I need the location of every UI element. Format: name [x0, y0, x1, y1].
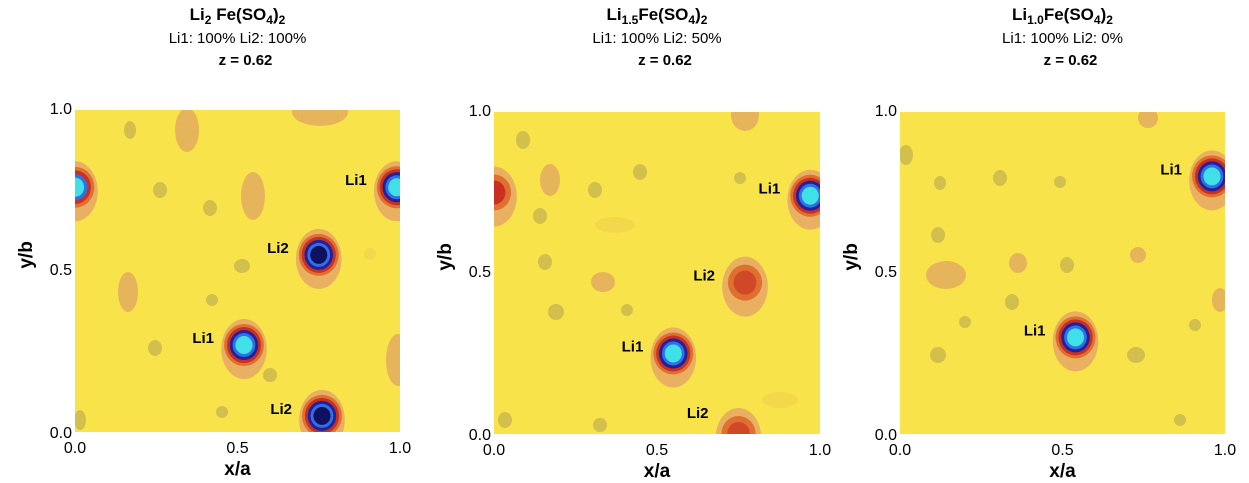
- site-label: Li2: [270, 401, 292, 418]
- y-axis-label: y/b: [16, 241, 37, 268]
- title-subscript: 2: [205, 13, 212, 27]
- x-axis-label: x/a: [1049, 461, 1076, 482]
- x-tick-label: 0.0: [64, 440, 86, 457]
- x-axis-label: x/a: [644, 461, 671, 482]
- title-text: Fe(SO: [638, 5, 688, 24]
- site-contour: [235, 336, 253, 355]
- title-subscript: 2: [1106, 13, 1113, 27]
- site-label: Li1: [192, 330, 214, 347]
- panel-subtitle: Li1: 100% Li2: 0%: [1002, 30, 1123, 47]
- y-tick-label: 1.0: [469, 103, 491, 120]
- x-tick-label: 1.0: [809, 442, 831, 459]
- title-text: ): [273, 5, 279, 24]
- y-tick-label: 1.0: [50, 101, 72, 118]
- site-contour: [733, 270, 757, 295]
- title-subscript: 1.5: [622, 13, 639, 27]
- panel: [494, 112, 820, 434]
- title-text: Li: [190, 5, 205, 24]
- x-axis-label: x/a: [224, 459, 251, 480]
- background-contours: [498, 112, 798, 432]
- title-subscript: 4: [266, 13, 273, 27]
- site-contour: [313, 406, 331, 425]
- background-contours: [75, 110, 400, 430]
- title-subscript: 2: [279, 13, 286, 27]
- x-tick-label: 1.0: [389, 440, 411, 457]
- site-contour: [388, 178, 400, 197]
- panel-annotation: z = 0.62: [638, 52, 692, 69]
- panel-title: Li2 Fe(SO4)2: [190, 5, 286, 27]
- panel-annotation: z = 0.62: [1044, 52, 1098, 69]
- y-tick-label: 0.0: [469, 427, 491, 444]
- site-contour: [664, 344, 682, 363]
- title-text: ): [695, 5, 701, 24]
- x-tick-label: 0.0: [483, 442, 505, 459]
- site-label: Li2: [693, 268, 715, 285]
- y-tick-label: 0.5: [50, 262, 72, 279]
- title-subscript: 1.0: [1027, 13, 1044, 27]
- y-tick-label: 1.0: [875, 103, 897, 120]
- y-axis-label: y/b: [841, 243, 862, 270]
- site-label: Li2: [267, 240, 289, 257]
- y-tick-label: 0.5: [875, 264, 897, 281]
- site-contour: [727, 422, 750, 434]
- x-tick-label: 0.5: [646, 442, 668, 459]
- x-tick-label: 0.5: [1051, 442, 1073, 459]
- site-label: Li1: [1160, 161, 1182, 178]
- y-tick-label: 0.0: [875, 427, 897, 444]
- panel: [75, 110, 400, 432]
- site-contour: [494, 180, 506, 205]
- site-label: Li2: [687, 405, 709, 422]
- x-tick-label: 0.0: [889, 442, 911, 459]
- title-text: Fe(SO: [1044, 5, 1094, 24]
- site-label: Li1: [759, 181, 781, 198]
- title-text: Fe(SO: [211, 5, 266, 24]
- site-contour: [801, 186, 819, 205]
- panel-subtitle: Li1: 100% Li2: 50%: [592, 30, 721, 47]
- site-label: Li1: [345, 172, 367, 189]
- panel-subtitle: Li1: 100% Li2: 100%: [169, 30, 307, 47]
- title-subscript: 2: [701, 13, 708, 27]
- title-subscript: 4: [1094, 13, 1101, 27]
- site-contour: [1203, 167, 1221, 186]
- y-tick-label: 0.0: [50, 425, 72, 442]
- x-tick-label: 0.5: [226, 440, 248, 457]
- site-contour: [310, 245, 328, 264]
- title-text: Li: [1012, 5, 1027, 24]
- site-label: Li1: [1024, 322, 1046, 339]
- background-contours: [900, 112, 1225, 426]
- title-subscript: 4: [688, 13, 695, 27]
- y-tick-label: 0.5: [469, 264, 491, 281]
- panel-title: Li1.5Fe(SO4)2: [607, 5, 708, 27]
- site-contour: [75, 177, 85, 197]
- y-axis-label: y/b: [435, 243, 456, 270]
- title-text: ): [1101, 5, 1107, 24]
- panel-title: Li1.0Fe(SO4)2: [1012, 5, 1113, 27]
- x-tick-label: 1.0: [1214, 442, 1236, 459]
- site-label: Li1: [622, 338, 644, 355]
- panel-annotation: z = 0.62: [219, 52, 273, 69]
- site-contour: [1066, 328, 1085, 347]
- title-text: Li: [607, 5, 622, 24]
- panel: [900, 112, 1225, 434]
- plot-background: [494, 112, 820, 434]
